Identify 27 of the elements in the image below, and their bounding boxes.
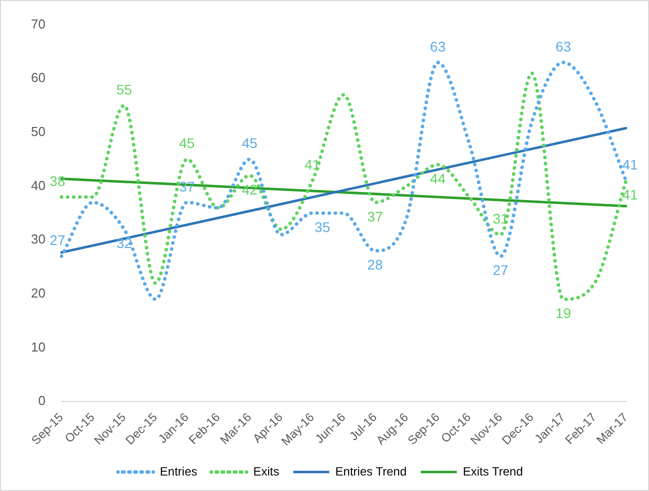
data-label: 41 [622, 156, 638, 173]
y-tick-label: 30 [30, 232, 46, 247]
data-label: 35 [314, 219, 330, 236]
data-label: 37 [367, 208, 384, 224]
data-label: 44 [430, 170, 446, 187]
data-label: 41 [622, 186, 638, 203]
data-label: 28 [367, 256, 384, 273]
y-tick-label: 40 [30, 178, 46, 193]
data-label: 27 [50, 232, 66, 248]
legend-label: Entries Trend [335, 464, 407, 478]
y-tick-label: 0 [38, 393, 46, 408]
y-tick-label: 60 [30, 70, 46, 86]
y-tick-label: 10 [30, 339, 46, 354]
data-label: 55 [116, 81, 132, 98]
data-label: 45 [179, 135, 195, 152]
y-tick-label: 70 [30, 16, 46, 32]
legend-label: Entries [160, 464, 198, 478]
data-label: 19 [555, 305, 572, 322]
data-label: 63 [430, 38, 446, 54]
y-tick-label: 50 [30, 124, 46, 140]
data-label: 45 [242, 135, 258, 152]
y-tick-label: 20 [30, 285, 46, 300]
data-label: 38 [50, 172, 66, 189]
legend-label: Exits Trend [462, 464, 523, 478]
data-label: 63 [555, 38, 572, 54]
legend-label: Exits [253, 464, 280, 478]
data-label: 27 [492, 262, 509, 278]
